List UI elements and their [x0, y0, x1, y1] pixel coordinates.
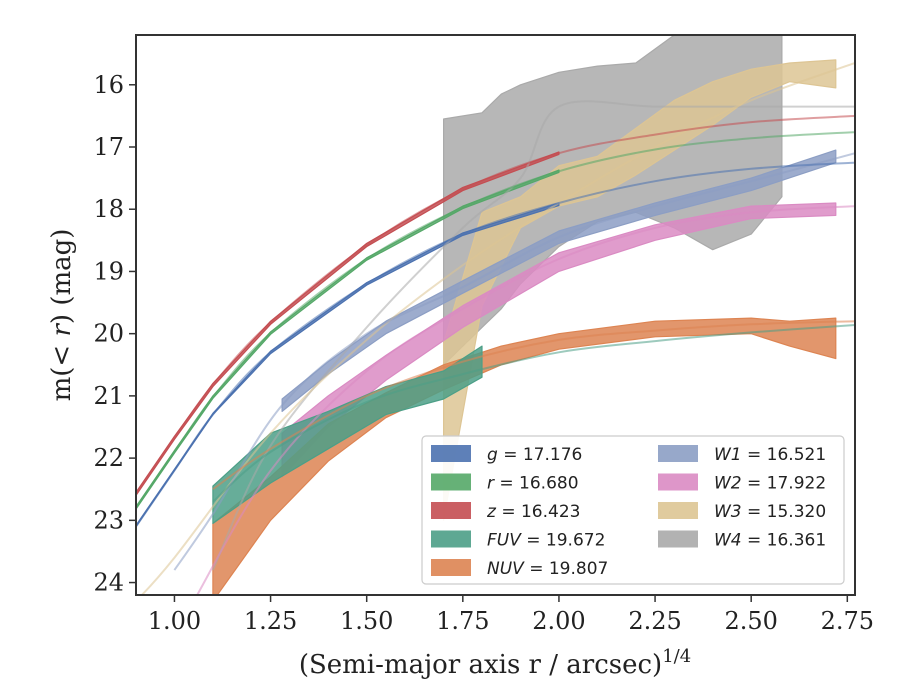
y-tick-label: 21: [93, 382, 124, 410]
y-tick-label: 24: [93, 569, 124, 597]
x-tick-label: 2.75: [821, 607, 874, 635]
fit-curve-w3: [140, 62, 855, 595]
y-tick-label: 18: [93, 195, 124, 223]
y-tick-label: 22: [93, 444, 124, 472]
fit-curve-nuv: [212, 320, 855, 491]
fit-curves: [136, 62, 855, 595]
legend-label-z: z = 16.423: [486, 502, 580, 522]
x-tick-label: 1.00: [148, 607, 201, 635]
x-tick-label: 1.50: [340, 607, 393, 635]
x-tick-label: 1.25: [244, 607, 297, 635]
y-tick-label: 20: [93, 320, 124, 348]
legend-swatch-nuv: [431, 559, 471, 576]
legend-swatch-w2: [658, 473, 698, 491]
y-tick-label: 16: [93, 71, 124, 99]
x-axis-ticks: 1.00 1.25 1.50 1.75 2.00 2.25 2.50 2.75: [148, 595, 874, 635]
legend-swatch-fuv: [431, 530, 471, 548]
legend-label-g: g = 17.176: [487, 445, 582, 465]
x-tick-label: 2.25: [628, 607, 681, 635]
legend-label-nuv: NUV = 19.807: [487, 559, 608, 579]
legend-swatch-z: [431, 502, 471, 519]
legend-swatch-w3: [658, 502, 698, 519]
legend-label-w4: W4 = 16.361: [714, 531, 826, 551]
y-axis-ticks: 16 17 18 19 20 21 22 23 24: [93, 71, 136, 597]
y-tick-label: 19: [93, 257, 124, 285]
legend: g = 17.176 r = 16.680 z = 16.423 FUV = 19.6…: [421, 435, 845, 585]
legend-swatch-w4: [658, 530, 698, 548]
fit-curve-g: [136, 161, 855, 528]
fit-curve-w2: [196, 205, 855, 595]
fit-curve-z: [136, 114, 855, 495]
legend-label-r: r = 16.680: [487, 474, 579, 494]
y-tick-label: 17: [93, 133, 124, 161]
x-axis-title: (Semi-major axis r / arcsec)1/4: [299, 646, 691, 680]
y-tick-label: 23: [93, 506, 124, 534]
legend-box: [421, 435, 845, 585]
y-axis-title: m(< r) (mag): [47, 229, 77, 402]
x-tick-label: 2.00: [532, 607, 585, 635]
legend-swatch-r: [431, 473, 471, 491]
fit-curve-fuv: [212, 324, 855, 503]
fit-curve-r: [136, 131, 855, 509]
fit-curve-w4: [211, 100, 855, 571]
legend-label-fuv: FUV = 19.672: [487, 531, 605, 551]
legend-label-w2: W2 = 17.922: [714, 474, 826, 494]
x-tick-label: 1.75: [436, 607, 489, 635]
legend-swatch-w1: [658, 445, 698, 462]
x-tick-label: 2.50: [724, 607, 777, 635]
band-fuv: [212, 345, 483, 524]
plot-frame: [135, 34, 856, 596]
legend-swatch-g: [431, 445, 471, 462]
legend-label-w3: W3 = 15.320: [714, 502, 826, 522]
legend-label-w1: W1 = 16.521: [714, 445, 826, 465]
